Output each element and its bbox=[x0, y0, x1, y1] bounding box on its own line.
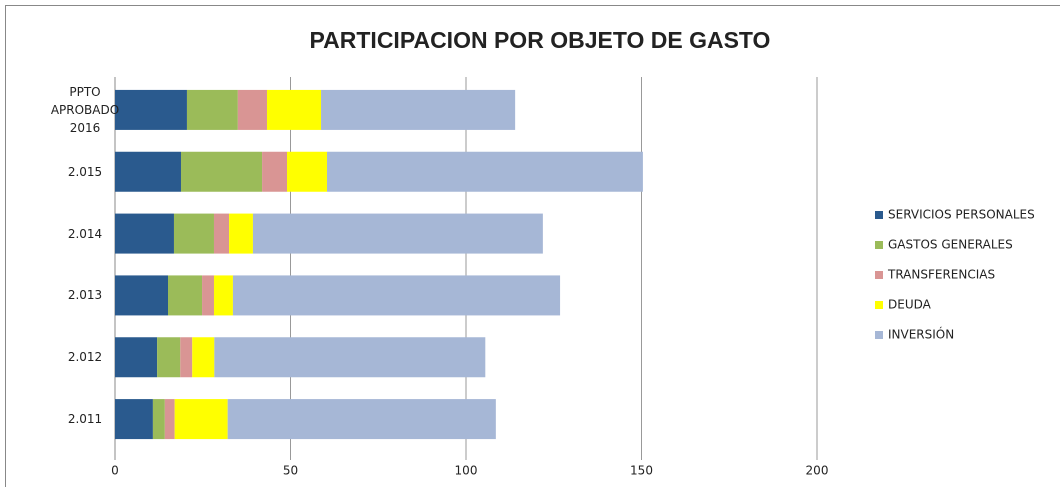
bar-segment bbox=[115, 89, 187, 130]
legend-swatch bbox=[875, 241, 883, 249]
bar-segment bbox=[173, 213, 214, 254]
bar-segment bbox=[214, 337, 486, 378]
bar-segment bbox=[266, 89, 322, 130]
bar-segment bbox=[115, 337, 158, 378]
bar-segment bbox=[115, 275, 169, 316]
y-tick-label: PPTO APROBADO 2016 bbox=[50, 84, 120, 135]
bar-segment bbox=[227, 399, 496, 440]
bar-segment bbox=[157, 337, 181, 378]
bar-segment bbox=[232, 275, 561, 316]
legend-label: SERVICIOS PERSONALES bbox=[888, 208, 1035, 222]
y-tick-label: 2.014 bbox=[67, 226, 103, 241]
legend-label: INVERSIÓN bbox=[888, 327, 954, 342]
bar-segment bbox=[152, 399, 165, 440]
bar-segment bbox=[115, 151, 181, 192]
x-tick-label: 100 bbox=[455, 464, 478, 478]
bar-segment bbox=[237, 89, 267, 130]
legend-label: TRANSFERENCIAS bbox=[887, 268, 995, 282]
bar-segment bbox=[327, 151, 643, 192]
legend-label: GASTOS GENERALES bbox=[888, 238, 1013, 252]
chart-title: PARTICIPACION POR OBJETO DE GASTO bbox=[310, 27, 771, 53]
bar-segment bbox=[186, 89, 238, 130]
bar-segment bbox=[174, 399, 228, 440]
bar-segment bbox=[115, 213, 174, 254]
bar-segment bbox=[180, 337, 193, 378]
bar-segment bbox=[180, 151, 263, 192]
legend-swatch bbox=[875, 331, 883, 339]
x-tick-label: 0 bbox=[111, 464, 119, 478]
y-tick-label: 2.015 bbox=[67, 164, 103, 179]
y-tick-label: 2.012 bbox=[67, 350, 103, 365]
bar-segment bbox=[229, 213, 253, 254]
bar-segment bbox=[192, 337, 215, 378]
bar-segment bbox=[115, 399, 153, 440]
y-tick-label: 2.011 bbox=[67, 412, 103, 427]
bar-segment bbox=[213, 275, 233, 316]
legend-label: DEUDA bbox=[888, 298, 932, 312]
legend-swatch bbox=[875, 211, 883, 219]
legend-swatch bbox=[875, 271, 883, 279]
y-tick-label: 2.013 bbox=[67, 288, 103, 303]
bar-segment bbox=[164, 399, 175, 440]
legend-swatch bbox=[875, 301, 883, 309]
bar-segment bbox=[168, 275, 203, 316]
x-tick-label: 50 bbox=[283, 464, 298, 478]
bar-segment bbox=[286, 151, 328, 192]
x-tick-label: 200 bbox=[806, 464, 829, 478]
bar-segment bbox=[202, 275, 214, 316]
x-tick-label: 150 bbox=[630, 464, 653, 478]
bar-segment bbox=[262, 151, 287, 192]
bar-segment bbox=[252, 213, 543, 254]
bar-segment bbox=[321, 89, 516, 130]
bar-segment bbox=[213, 213, 230, 254]
